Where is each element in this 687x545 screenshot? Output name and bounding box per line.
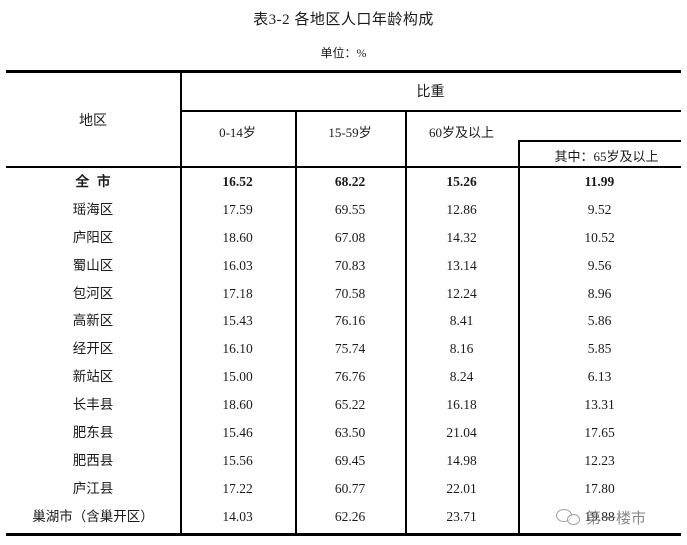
cell-65-plus: 5.85: [587, 341, 612, 357]
cell-0-14: 15.00: [222, 369, 253, 385]
cell-15-59: 69.45: [334, 452, 366, 468]
table-header-rule: [6, 166, 681, 168]
cell-region: 新站区: [72, 369, 114, 385]
table-bottom-rule: [6, 533, 681, 536]
cell-60-plus: 13.14: [446, 257, 477, 273]
table-row: 庐阳区 18.60 67.08 14.32 10.52: [6, 224, 681, 252]
age-composition-table: 地区 比重 0-14岁 15-59岁 60岁及以上 其中：65岁及以上 全市 16…: [6, 70, 681, 536]
cell-0-14: 18.60: [222, 229, 253, 245]
cell-0-14: 16.10: [222, 341, 253, 357]
cell-65-plus: 9.52: [587, 201, 612, 217]
table-row: 新站区 15.00 76.76 8.24 6.13: [6, 363, 681, 391]
cell-0-14: 16.52: [222, 174, 253, 189]
cell-region: 长丰县: [72, 397, 114, 413]
table-row: 全市 16.52 68.22 15.26 11.99: [6, 168, 681, 196]
cell-0-14: 14.03: [222, 508, 253, 524]
cell-0-14: 17.59: [222, 201, 253, 217]
header-col-0-14: 0-14岁: [219, 125, 256, 140]
cell-15-59: 70.83: [334, 257, 366, 273]
cell-60-plus: 8.41: [449, 313, 474, 329]
header-col-60-plus: 60岁及以上: [428, 125, 494, 140]
cell-60-plus: 12.86: [446, 201, 477, 217]
cell-65-plus: 12.23: [584, 452, 615, 468]
nested-header-top-rule: [518, 140, 681, 142]
cell-region: 肥东县: [72, 425, 114, 441]
table-row: 长丰县 18.60 65.22 16.18 13.31: [6, 391, 681, 419]
column-divider-3: [405, 110, 407, 533]
table-row: 肥西县 15.56 69.45 14.98 12.23: [6, 447, 681, 475]
cell-0-14: 15.43: [222, 313, 253, 329]
table-row: 经开区 16.10 75.74 8.16 5.85: [6, 335, 681, 363]
column-divider-2: [295, 110, 297, 533]
table-row: 蜀山区 16.03 70.83 13.14 9.56: [6, 252, 681, 280]
column-divider-1: [180, 73, 182, 533]
cell-60-plus: 8.16: [449, 341, 474, 357]
cell-0-14: 17.22: [222, 480, 253, 496]
cell-region: 庐阳区: [72, 229, 114, 245]
cell-region: 巢湖市（含巢开区）: [32, 508, 154, 524]
cell-65-plus: 6.13: [587, 369, 612, 385]
cell-65-plus: 9.56: [587, 257, 612, 273]
table-top-rule: [6, 70, 681, 73]
cell-15-59: 67.08: [334, 229, 366, 245]
cell-65-plus: 19.88: [584, 508, 615, 524]
cell-65-plus: 13.31: [584, 397, 615, 413]
cell-0-14: 15.56: [222, 452, 253, 468]
cell-65-plus: 5.86: [587, 313, 612, 329]
cell-60-plus: 12.24: [446, 285, 477, 301]
cell-15-59: 63.50: [334, 425, 366, 441]
cell-65-plus: 8.96: [587, 285, 612, 301]
cell-region: 蜀山区: [72, 257, 114, 273]
cell-region: 肥西县: [72, 452, 114, 468]
cell-region: 全市: [75, 174, 119, 189]
cell-15-59: 62.26: [334, 508, 366, 524]
cell-region: 经开区: [72, 341, 114, 357]
cell-15-59: 60.77: [334, 480, 366, 496]
cell-60-plus: 14.98: [446, 452, 477, 468]
table-row: 瑶海区 17.59 69.55 12.86 9.52: [6, 196, 681, 224]
header-col-65-plus: 其中：65岁及以上: [554, 149, 659, 164]
cell-15-59: 75.74: [334, 341, 366, 357]
cell-15-59: 65.22: [334, 397, 366, 413]
cell-0-14: 18.60: [222, 397, 253, 413]
header-group-proportion: 比重: [416, 85, 445, 100]
cell-60-plus: 21.04: [446, 425, 477, 441]
cell-0-14: 17.18: [222, 285, 253, 301]
cell-15-59: 76.16: [334, 313, 366, 329]
cell-15-59: 76.76: [334, 369, 366, 385]
cell-65-plus: 17.80: [584, 480, 615, 496]
cell-65-plus: 10.52: [584, 229, 615, 245]
cell-15-59: 68.22: [334, 174, 366, 189]
table-row: 高新区 15.43 76.16 8.41 5.86: [6, 307, 681, 335]
cell-65-plus: 11.99: [584, 174, 615, 189]
cell-60-plus: 14.32: [446, 229, 477, 245]
cell-region: 包河区: [72, 285, 114, 301]
cell-region: 高新区: [72, 313, 114, 329]
cell-region: 庐江县: [72, 480, 114, 496]
unit-note: 单位：%: [320, 46, 367, 60]
page-title: 表3-2 各地区人口年龄构成: [253, 12, 434, 28]
cell-0-14: 15.46: [222, 425, 253, 441]
cell-15-59: 70.58: [334, 285, 366, 301]
table-row: 肥东县 15.46 63.50 21.04 17.65: [6, 419, 681, 447]
table-row: 包河区 17.18 70.58 12.24 8.96: [6, 280, 681, 308]
column-divider-4: [518, 140, 520, 533]
cell-15-59: 69.55: [334, 201, 366, 217]
cell-60-plus: 16.18: [446, 397, 477, 413]
cell-0-14: 16.03: [222, 257, 253, 273]
cell-60-plus: 8.24: [449, 369, 474, 385]
cell-60-plus: 15.26: [446, 174, 477, 189]
cell-60-plus: 23.71: [446, 508, 477, 524]
group-header-rule: [180, 110, 681, 112]
cell-region: 瑶海区: [72, 201, 114, 217]
header-region: 地区: [79, 114, 107, 129]
header-col-15-59: 15-59岁: [328, 125, 372, 140]
table-row: 庐江县 17.22 60.77 22.01 17.80: [6, 475, 681, 503]
table-row: 巢湖市（含巢开区） 14.03 62.26 23.71 19.88: [6, 503, 681, 531]
table-body: 全市 16.52 68.22 15.26 11.99 瑶海区 17.59 69.55 12.86…: [6, 168, 681, 531]
cell-65-plus: 17.65: [584, 425, 615, 441]
cell-60-plus: 22.01: [446, 480, 477, 496]
